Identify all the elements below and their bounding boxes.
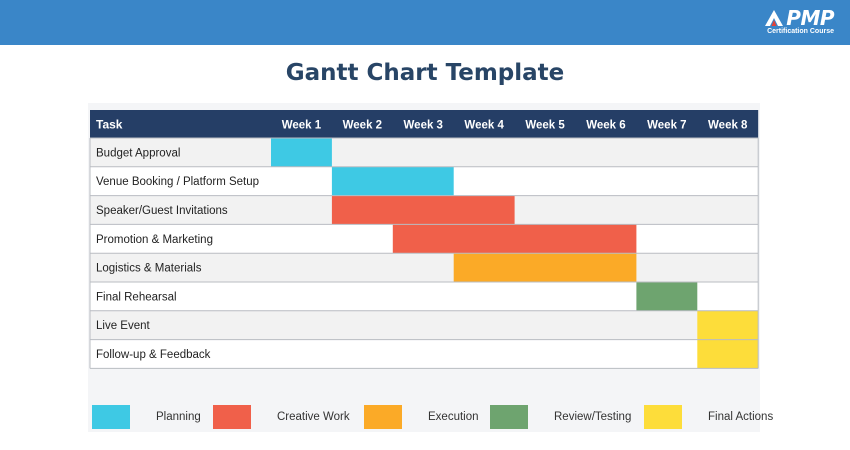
task-row	[90, 310, 759, 340]
task-bar	[331, 166, 454, 196]
legend-label: Planning	[156, 411, 201, 423]
week-header-7: Week 7	[647, 120, 686, 132]
chart-legend: Planning Creative Work Execution Review/Tes…	[88, 404, 773, 430]
week-header-3: Week 3	[404, 120, 443, 132]
gantt-chart: Task Week 1 Week 2 Week 3 Week 4 Week 5 Week 6…	[89, 110, 759, 369]
legend-item: Creative Work	[213, 404, 350, 430]
task-bar	[697, 339, 759, 369]
legend-label: Execution	[428, 411, 479, 423]
legend-item: Review/Testing	[490, 404, 631, 430]
task-label: Budget Approval	[96, 147, 180, 159]
task-bar	[453, 253, 637, 282]
logo-tagline: Certification Course	[767, 28, 834, 35]
gantt-chart-panel: Task Week 1 Week 2 Week 3 Week 4 Week 5 Week 6…	[88, 103, 760, 432]
legend-item: Planning	[92, 404, 201, 430]
week-header-1: Week 1	[282, 120, 322, 132]
header-row	[90, 110, 759, 138]
task-label: Logistics & Materials	[96, 263, 202, 275]
task-row	[90, 138, 759, 167]
legend-swatch	[490, 405, 528, 429]
top-banner: PMP Certification Course	[0, 0, 850, 45]
task-bar	[271, 138, 332, 167]
week-header-2: Week 2	[343, 120, 382, 132]
task-bar	[697, 310, 759, 340]
task-label: Promotion & Marketing	[96, 234, 213, 246]
logo-mark: PMP	[754, 6, 834, 30]
legend-swatch	[644, 405, 682, 429]
page-title: Gantt Chart Template	[285, 60, 565, 86]
task-bar	[636, 282, 698, 311]
task-column-header: Task	[96, 118, 123, 132]
logo-triangle-icon	[765, 10, 784, 26]
legend-label: Review/Testing	[554, 411, 632, 423]
legend-item: Execution	[364, 404, 479, 430]
week-header-5: Week 5	[525, 120, 565, 132]
legend-label: Creative Work	[277, 411, 350, 423]
week-header-4: Week 4	[464, 120, 504, 132]
task-row	[90, 339, 759, 369]
task-label: Follow-up & Feedback	[96, 349, 211, 361]
task-bar	[331, 195, 515, 225]
brand-logo[interactable]: PMP Certification Course	[754, 6, 834, 40]
task-label: Speaker/Guest Invitations	[96, 205, 228, 217]
legend-swatch	[92, 405, 130, 429]
logo-text: PMP	[786, 6, 834, 30]
task-label: Live Event	[96, 320, 151, 332]
task-label: Venue Booking / Platform Setup	[96, 176, 259, 188]
legend-label: Final Actions	[708, 411, 774, 423]
task-bar	[392, 224, 637, 254]
task-row	[90, 253, 759, 282]
legend-swatch	[213, 405, 251, 429]
week-header-6: Week 6	[586, 120, 625, 132]
task-label: Final Rehearsal	[96, 291, 177, 303]
week-header-8: Week 8	[708, 120, 748, 132]
legend-swatch	[364, 405, 402, 429]
legend-item: Final Actions	[644, 404, 773, 430]
